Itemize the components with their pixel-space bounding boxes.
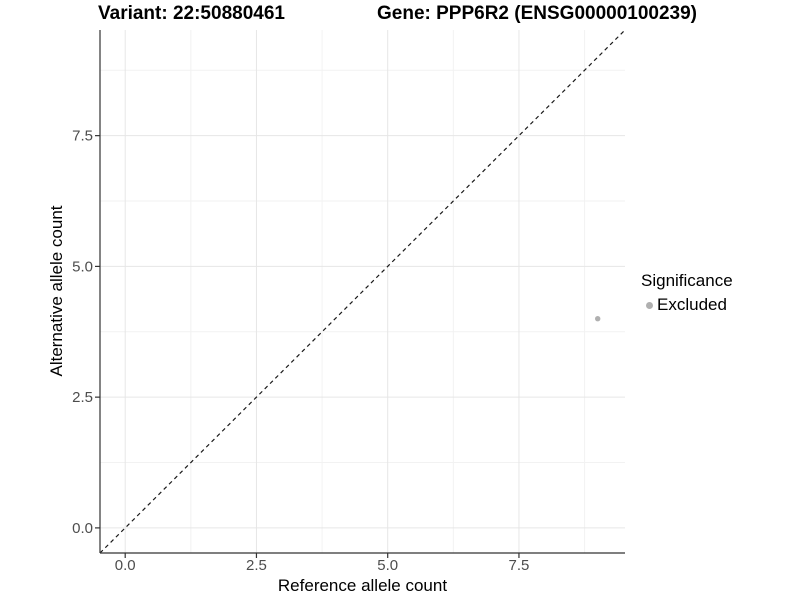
legend-entry-label: Excluded: [657, 295, 727, 314]
excluded-point-icon: [645, 301, 653, 309]
x-tick-label: 7.5: [509, 557, 530, 574]
y-tick-label: 0.0: [72, 520, 93, 537]
x-tick-label: 5.0: [377, 557, 398, 574]
y-axis-title: Alternative allele count: [47, 205, 66, 377]
x-tick-label: 0.0: [115, 557, 136, 574]
legend-entry-excluded: Excluded: [641, 295, 733, 315]
legend-key: [641, 297, 657, 313]
identity-reference-line: [99, 29, 626, 554]
x-tick-label: 2.5: [246, 557, 267, 574]
legend-title: Significance: [641, 271, 733, 290]
plot-title-gene: Gene: PPP6R2 (ENSG00000100239): [377, 3, 698, 24]
y-tick-label: 5.0: [72, 258, 93, 275]
y-tick-label: 2.5: [72, 389, 93, 406]
y-tick-label: 7.5: [72, 128, 93, 145]
data-point: [595, 315, 601, 322]
legend: Significance Excluded: [641, 271, 733, 315]
x-axis-title: Reference allele count: [277, 576, 448, 595]
plot-title-variant: Variant: 22:50880461: [98, 3, 285, 24]
